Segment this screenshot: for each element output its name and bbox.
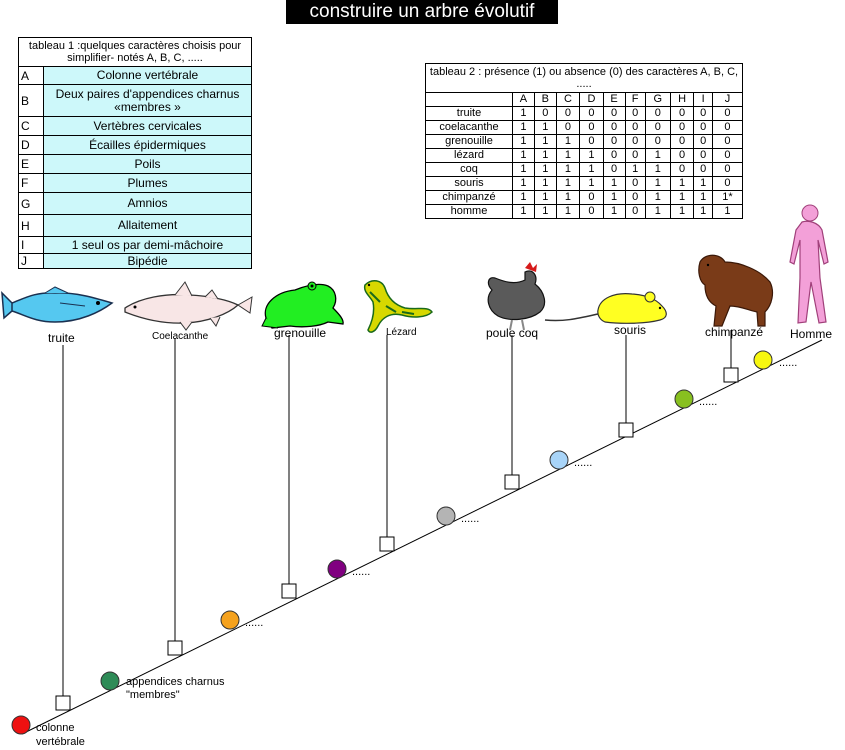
label-dots: ...... xyxy=(574,457,592,469)
char-desc: Plumes xyxy=(43,173,252,193)
label-dots: ...... xyxy=(779,357,797,369)
char-desc: 1 seul os par demi-mâchoire xyxy=(43,236,252,254)
char-desc: Vertèbres cervicales xyxy=(43,116,252,136)
label-appendices-1: appendices charnus xyxy=(126,676,225,688)
value-cell: 1 xyxy=(669,204,695,219)
label-dots: ...... xyxy=(699,396,717,408)
animal-label-truite: truite xyxy=(48,331,75,345)
table2-caption: tableau 2 : présence (1) ou absence (0) … xyxy=(425,63,743,93)
animal-label-coelacanthe: Coelacanthe xyxy=(152,331,209,342)
node-square xyxy=(618,422,634,438)
circle-gray xyxy=(436,506,456,526)
circle-yellow xyxy=(753,350,773,370)
label-dots: ...... xyxy=(245,617,263,629)
table-row: homme 1 1 1 0 1 0 1 1 1 1 xyxy=(425,204,744,219)
animal-label-homme: Homme xyxy=(790,327,832,341)
animal-label-chimpanze: chimpanzé xyxy=(705,325,763,339)
value-cell: 0 xyxy=(624,204,646,219)
label-dots: ...... xyxy=(352,566,370,578)
node-square xyxy=(167,640,183,656)
human-illustration xyxy=(789,204,829,324)
page-title: construire un arbre évolutif xyxy=(286,0,558,24)
animal-label-grenouille: grenouille xyxy=(274,326,326,340)
animal-label-lezard: Lézard xyxy=(386,327,417,338)
presence-table: tableau 2 : présence (1) ou absence (0) … xyxy=(425,63,744,219)
label-dots: ...... xyxy=(461,513,479,525)
circle-purple xyxy=(327,559,347,579)
trout-illustration xyxy=(1,286,114,323)
node-square xyxy=(281,583,297,599)
node-square xyxy=(379,536,395,552)
label-colonne-1: colonne xyxy=(36,722,75,734)
mouse-illustration xyxy=(544,291,667,324)
value-cell: 1 xyxy=(533,204,557,219)
animal-label-coq: poule coq xyxy=(486,326,538,340)
value-cell: 1 xyxy=(711,204,744,219)
circle-green xyxy=(100,671,120,691)
label-appendices-2: "membres" xyxy=(126,689,180,701)
char-desc: Allaitement xyxy=(43,214,252,237)
char-code: I xyxy=(18,236,44,254)
node-square xyxy=(504,474,520,490)
char-code: G xyxy=(18,192,44,215)
table-row: truite 1 0 0 0 0 0 0 0 0 0 xyxy=(425,106,744,121)
char-desc: Deux paires d'appendices charnus «membre… xyxy=(43,84,252,117)
char-code: J xyxy=(18,253,44,269)
animal-label-souris: souris xyxy=(614,323,646,337)
value-cell: 0 xyxy=(711,162,744,177)
label-colonne-2: vertébrale xyxy=(36,736,85,748)
species-cell: coelacanthe xyxy=(425,120,513,135)
char-code: F xyxy=(18,173,44,193)
lizard-illustration xyxy=(363,280,433,333)
circle-orange xyxy=(220,610,240,630)
species-cell: homme xyxy=(425,204,513,219)
circle-red xyxy=(11,715,31,735)
table1-caption: tableau 1 :quelques caractères choisis p… xyxy=(18,37,252,67)
chimpanzee-illustration xyxy=(698,254,774,327)
table-row: lézard 1 1 1 1 0 0 1 0 0 0 xyxy=(425,148,744,163)
characters-table: tableau 1 :quelques caractères choisis p… xyxy=(18,37,252,269)
char-code: D xyxy=(18,135,44,155)
char-desc: Bipédie xyxy=(43,253,252,269)
circle-lime xyxy=(674,389,694,409)
value-cell: 0 xyxy=(579,204,604,219)
circle-blue xyxy=(549,450,569,470)
column-header: D xyxy=(579,92,604,107)
value-cell: 1 xyxy=(624,162,646,177)
table-row: coq 1 1 1 1 0 1 1 0 0 0 xyxy=(425,162,744,177)
rooster-illustration xyxy=(487,262,546,331)
frog-illustration xyxy=(261,281,344,329)
table-row: grenouille 1 1 1 0 0 0 0 0 0 0 xyxy=(425,134,744,149)
table-row: chimpanzé 1 1 1 0 1 0 1 1 1 1* xyxy=(425,190,744,205)
node-square xyxy=(55,695,71,711)
coelacanth-illustration xyxy=(124,281,253,331)
node-square xyxy=(723,367,739,383)
char-desc: Poils xyxy=(43,154,252,174)
